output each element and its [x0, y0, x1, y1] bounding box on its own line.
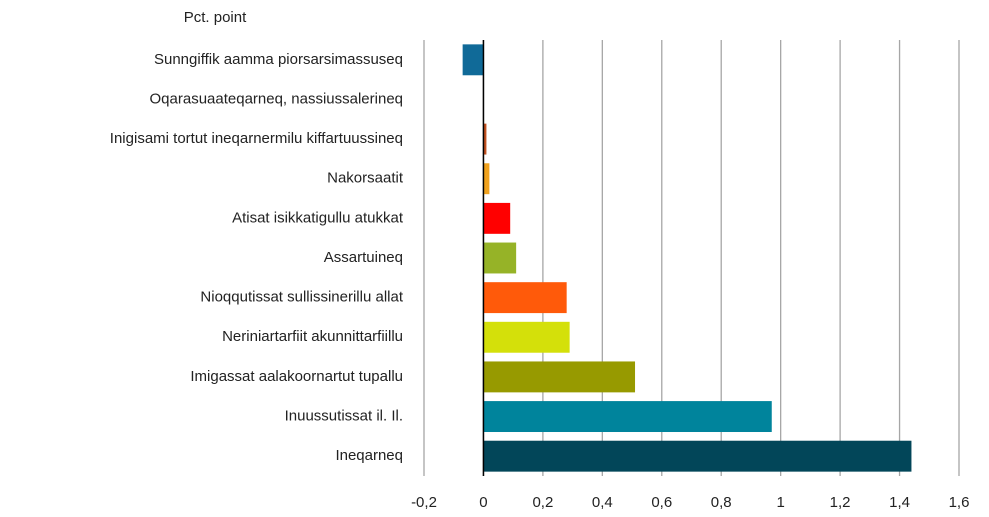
bar — [462, 44, 484, 76]
y-tick-label: Nakorsaatit — [327, 170, 404, 187]
x-tick-label: 0,8 — [711, 494, 732, 511]
y-tick-label: Inuussutissat il. Il. — [285, 408, 403, 425]
bar — [483, 123, 487, 155]
x-tick-label: 1,4 — [889, 494, 910, 511]
x-tick-label: 0,6 — [651, 494, 672, 511]
x-tick-label: 0 — [479, 494, 487, 511]
x-tick-label: 1 — [776, 494, 784, 511]
bar — [483, 321, 570, 353]
y-tick-label: Nioqqutissat sullissinerillu allat — [200, 289, 403, 306]
bar — [483, 163, 490, 195]
y-tick-label: Inigisami tortut ineqarnermilu kiffartuu… — [110, 130, 403, 147]
x-tick-label: 0,2 — [532, 494, 553, 511]
bar — [483, 282, 567, 314]
x-tick-label: -0,2 — [411, 494, 437, 511]
y-tick-label: Atisat isikkatigullu atukkat — [232, 209, 404, 226]
y-tick-label: Neriniartarfiit akunnittarfiillu — [222, 328, 403, 345]
x-tick-label: 1,2 — [830, 494, 851, 511]
axis-label: Pct. point — [184, 9, 247, 26]
y-tick-label: Oqarasuaateqarneq, nassiussalerineq — [150, 90, 404, 107]
y-tick-label: Ineqarneq — [335, 447, 403, 464]
y-tick-label: Imigassat aalakoornartut tupallu — [190, 368, 403, 385]
y-tick-label: Sunngiffik aamma piorsarsimassuseq — [154, 51, 403, 68]
bar — [483, 440, 912, 472]
bar — [483, 202, 511, 234]
bar — [483, 401, 772, 433]
x-tick-label: 0,4 — [592, 494, 613, 511]
bar — [483, 361, 636, 393]
bar — [483, 242, 517, 274]
y-tick-label: Assartuineq — [324, 249, 403, 266]
x-tick-label: 1,6 — [949, 494, 970, 511]
